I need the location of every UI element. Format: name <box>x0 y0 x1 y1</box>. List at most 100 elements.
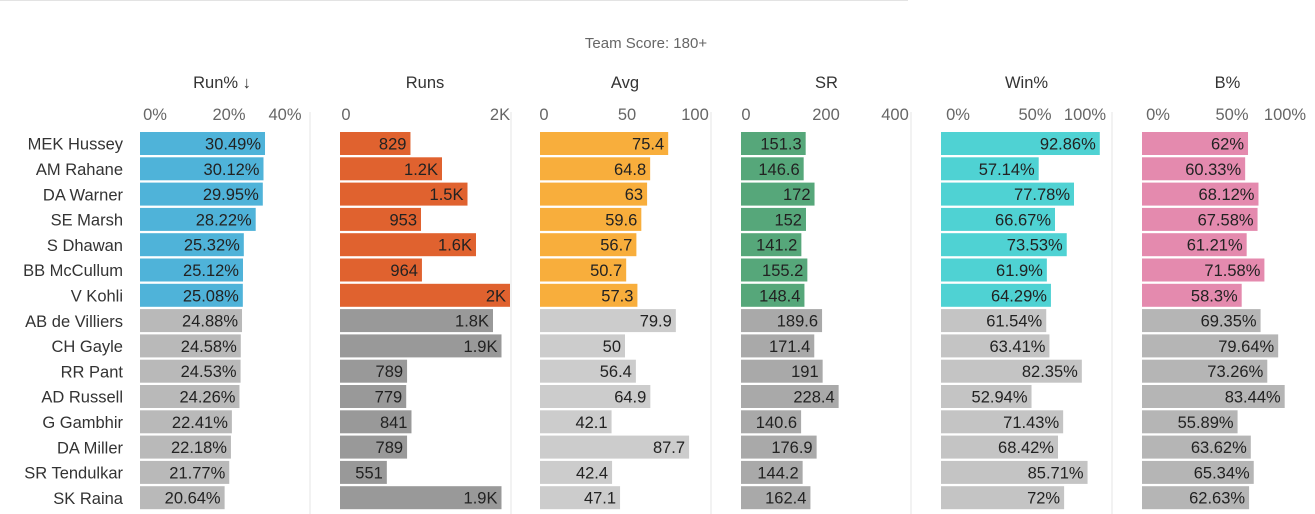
data-label-b-pct-s-dhawan: 61.21% <box>1187 237 1243 255</box>
top-divider <box>0 0 908 1</box>
tick-label-win-pct: 100% <box>1064 106 1107 124</box>
data-label-avg-ch-gayle: 50 <box>603 338 621 356</box>
bar-avg-se-marsh <box>540 207 642 231</box>
data-label-runs-g-gambhir: 841 <box>380 414 408 432</box>
data-label-sr-ab-de-villiers: 189.6 <box>777 313 818 331</box>
data-label-runs-sr-tendulkar: 551 <box>355 464 383 482</box>
bar-sr-bb-mccullum <box>741 258 808 282</box>
data-label-run-pct-sr-tendulkar: 21.77% <box>169 464 225 482</box>
data-label-sr-da-warner: 172 <box>783 186 811 204</box>
bar-run-pct-am-rahane <box>140 157 264 181</box>
data-label-win-pct-g-gambhir: 71.43% <box>1003 414 1059 432</box>
data-label-b-pct-mek-hussey: 62% <box>1211 136 1244 154</box>
bar-win-pct-da-warner <box>941 182 1075 206</box>
data-label-avg-se-marsh: 59.6 <box>605 211 637 229</box>
data-label-sr-v-kohli: 148.4 <box>759 287 800 305</box>
bar-sr-se-marsh <box>741 207 806 231</box>
bar-b-pct-se-marsh <box>1142 207 1258 231</box>
player-name-ad-russell: AD Russell <box>41 389 123 407</box>
data-label-win-pct-da-warner: 77.78% <box>1014 186 1070 204</box>
bar-runs-sk-raina <box>340 486 502 510</box>
data-label-b-pct-da-miller: 63.62% <box>1191 439 1247 457</box>
data-label-run-pct-mek-hussey: 30.49% <box>205 136 261 154</box>
data-label-b-pct-am-rahane: 60.33% <box>1185 161 1241 179</box>
bar-avg-ab-de-villiers <box>540 309 676 333</box>
bar-run-pct-mek-hussey <box>140 132 266 155</box>
data-label-b-pct-bb-mccullum: 71.58% <box>1204 262 1260 280</box>
data-label-sr-ch-gayle: 171.4 <box>769 338 810 356</box>
player-name-bb-mccullum: BB McCullum <box>23 262 123 280</box>
bar-avg-s-dhawan <box>540 233 637 257</box>
data-label-avg-sk-raina: 47.1 <box>584 490 616 508</box>
tick-label-win-pct: 0% <box>946 106 970 124</box>
tick-label-run-pct: 20% <box>212 106 245 124</box>
bar-runs-s-dhawan <box>340 233 476 257</box>
data-label-sr-ad-russell: 228.4 <box>793 389 834 407</box>
data-label-avg-s-dhawan: 56.7 <box>600 237 632 255</box>
tick-label-avg: 100 <box>681 106 709 124</box>
player-name-da-miller: DA Miller <box>57 439 124 457</box>
bar-b-pct-ad-russell <box>1142 385 1285 408</box>
data-label-runs-sk-raina: 1.9K <box>464 490 498 508</box>
data-label-avg-bb-mccullum: 50.7 <box>590 262 622 280</box>
data-label-runs-bb-mccullum: 964 <box>390 262 418 280</box>
data-label-b-pct-g-gambhir: 55.89% <box>1178 414 1234 432</box>
bar-b-pct-s-dhawan <box>1142 233 1247 257</box>
data-label-run-pct-ad-russell: 24.26% <box>179 389 235 407</box>
tick-label-b-pct: 0% <box>1146 106 1170 124</box>
bar-avg-da-miller <box>540 435 690 459</box>
data-label-sr-sr-tendulkar: 144.2 <box>757 464 798 482</box>
bar-runs-ab-de-villiers <box>340 309 493 333</box>
tick-label-avg: 50 <box>618 106 636 124</box>
player-name-da-warner: DA Warner <box>43 186 124 204</box>
data-label-sr-sk-raina: 162.4 <box>765 490 806 508</box>
tick-label-sr: 400 <box>881 106 909 124</box>
bar-runs-da-miller <box>340 435 408 459</box>
bar-win-pct-se-marsh <box>941 207 1056 231</box>
chart-title: Team Score: 180+ <box>585 35 707 52</box>
bar-win-pct-am-rahane <box>941 157 1039 181</box>
tick-label-runs: 0 <box>341 106 350 124</box>
bar-sr-am-rahane <box>741 157 804 181</box>
data-label-runs-am-rahane: 1.2K <box>404 161 438 179</box>
data-label-run-pct-ch-gayle: 24.58% <box>181 338 237 356</box>
data-label-run-pct-g-gambhir: 22.41% <box>172 414 228 432</box>
bar-win-pct-g-gambhir <box>941 410 1064 434</box>
bar-runs-ch-gayle <box>340 334 502 358</box>
player-name-v-kohli: V Kohli <box>71 287 123 305</box>
player-name-am-rahane: AM Rahane <box>36 161 123 179</box>
data-label-b-pct-sk-raina: 62.63% <box>1189 490 1245 508</box>
bar-runs-ad-russell <box>340 385 407 408</box>
tick-label-run-pct: 0% <box>143 106 167 124</box>
bar-b-pct-bb-mccullum <box>1142 258 1265 282</box>
bar-run-pct-g-gambhir <box>140 410 232 434</box>
data-label-sr-mek-hussey: 151.3 <box>760 136 801 154</box>
data-label-run-pct-am-rahane: 30.12% <box>204 161 260 179</box>
bar-run-pct-se-marsh <box>140 207 256 231</box>
data-label-sr-s-dhawan: 141.2 <box>756 237 797 255</box>
data-label-win-pct-se-marsh: 66.67% <box>995 211 1051 229</box>
header-b-pct: B% <box>1215 74 1241 92</box>
bar-b-pct-da-miller <box>1142 435 1251 459</box>
bar-b-pct-rr-pant <box>1142 359 1268 383</box>
player-name-rr-pant: RR Pant <box>61 363 124 381</box>
bar-win-pct-da-miller <box>941 435 1058 459</box>
bar-avg-sk-raina <box>540 486 621 510</box>
data-label-win-pct-v-kohli: 64.29% <box>991 287 1047 305</box>
bar-run-pct-s-dhawan <box>140 233 244 257</box>
data-label-b-pct-ad-russell: 83.44% <box>1225 389 1281 407</box>
bar-b-pct-mek-hussey <box>1142 132 1249 155</box>
header-avg: Avg <box>611 74 639 92</box>
data-label-runs-mek-hussey: 829 <box>379 136 407 154</box>
data-label-win-pct-ad-russell: 52.94% <box>972 389 1028 407</box>
tick-label-win-pct: 50% <box>1018 106 1051 124</box>
data-label-runs-da-warner: 1.5K <box>430 186 464 204</box>
data-label-win-pct-da-miller: 68.42% <box>998 439 1054 457</box>
bar-run-pct-bb-mccullum <box>140 258 243 282</box>
tick-label-sr: 200 <box>812 106 840 124</box>
bar-sr-sk-raina <box>741 486 811 510</box>
bar-runs-da-warner <box>340 182 468 206</box>
bar-win-pct-sk-raina <box>941 486 1065 510</box>
data-label-avg-ab-de-villiers: 79.9 <box>640 313 672 331</box>
